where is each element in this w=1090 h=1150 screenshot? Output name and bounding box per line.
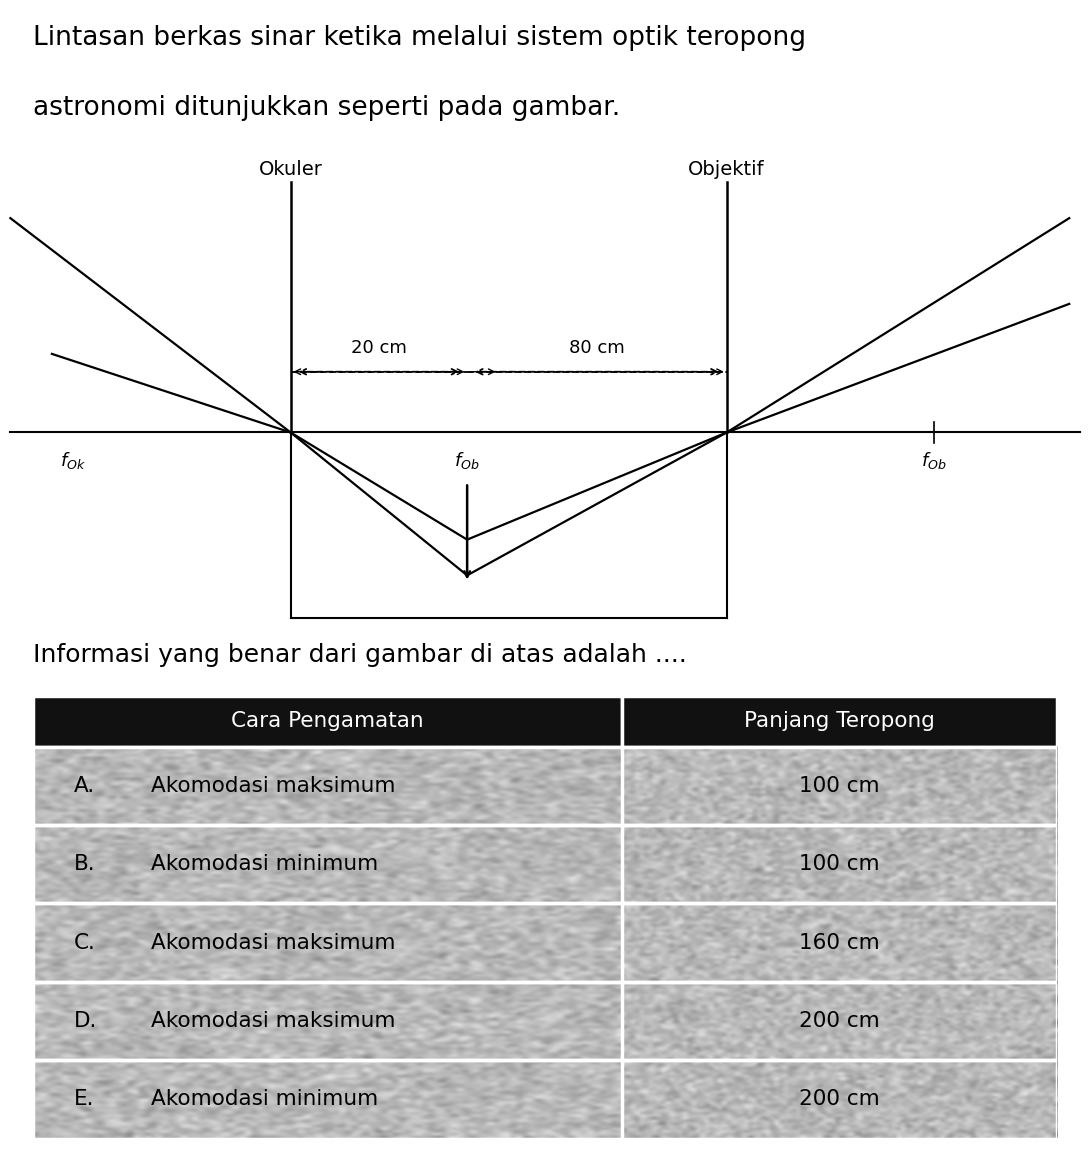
Text: 100 cm: 100 cm	[799, 854, 880, 874]
Text: Akomodasi minimum: Akomodasi minimum	[150, 1089, 378, 1110]
Bar	[621, 696, 1057, 746]
Text: A.: A.	[74, 776, 95, 796]
Text: 80 cm: 80 cm	[569, 339, 625, 358]
Text: $f_{Ok}$: $f_{Ok}$	[60, 451, 86, 471]
Text: E.: E.	[74, 1089, 94, 1110]
Text: Objektif: Objektif	[689, 160, 765, 179]
Text: Panjang Teropong: Panjang Teropong	[744, 711, 935, 731]
Text: 100 cm: 100 cm	[799, 776, 880, 796]
Text: $f_{Ob}$: $f_{Ob}$	[921, 451, 947, 471]
Text: astronomi ditunjukkan seperti pada gambar.: astronomi ditunjukkan seperti pada gamba…	[33, 95, 620, 121]
Text: 160 cm: 160 cm	[799, 933, 880, 952]
Text: Akomodasi maksimum: Akomodasi maksimum	[150, 776, 395, 796]
Text: $f_{Ob}$: $f_{Ob}$	[455, 451, 480, 471]
Text: C.: C.	[74, 933, 96, 952]
Text: Akomodasi maksimum: Akomodasi maksimum	[150, 933, 395, 952]
Text: Akomodasi maksimum: Akomodasi maksimum	[150, 1011, 395, 1030]
Text: 200 cm: 200 cm	[799, 1089, 880, 1110]
Text: Okuler: Okuler	[258, 160, 323, 179]
Text: Lintasan berkas sinar ketika melalui sistem optik teropong: Lintasan berkas sinar ketika melalui sis…	[33, 24, 806, 51]
Text: Cara Pengamatan: Cara Pengamatan	[231, 711, 424, 731]
Text: D.: D.	[74, 1011, 97, 1030]
Text: 20 cm: 20 cm	[351, 339, 407, 358]
Text: Informasi yang benar dari gambar di atas adalah ....: Informasi yang benar dari gambar di atas…	[33, 643, 687, 667]
Text: 200 cm: 200 cm	[799, 1011, 880, 1030]
Text: Akomodasi minimum: Akomodasi minimum	[150, 854, 378, 874]
Text: B.: B.	[74, 854, 95, 874]
Bar	[33, 696, 621, 746]
